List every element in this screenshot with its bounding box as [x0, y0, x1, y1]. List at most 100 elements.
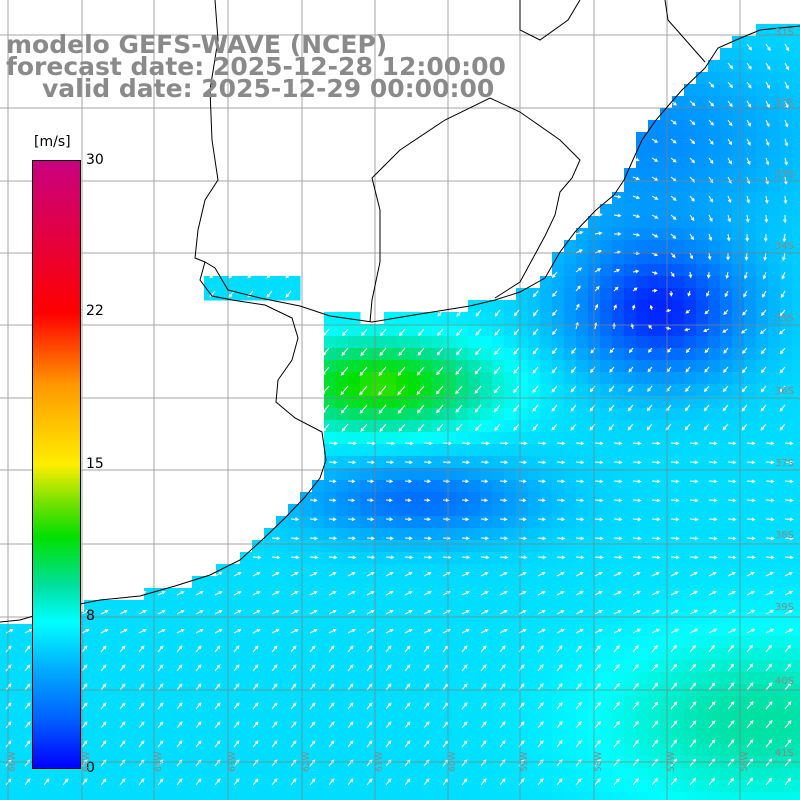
- wind-cell: [528, 432, 541, 445]
- wind-cell: [300, 780, 313, 793]
- wind-cell: [732, 528, 745, 541]
- wind-cell: [408, 348, 421, 361]
- wind-cell: [672, 468, 685, 481]
- wind-cell: [528, 576, 541, 589]
- wind-arrow: [651, 157, 659, 162]
- wind-arrow: [271, 591, 280, 596]
- wind-arrow: [214, 702, 221, 710]
- wind-arrow: [708, 81, 715, 88]
- wind-cell: [672, 516, 685, 529]
- wind-cell: [468, 564, 481, 577]
- wind-cell: [228, 648, 241, 661]
- wind-cell: [708, 372, 721, 385]
- wind-arrow: [480, 702, 487, 710]
- wind-arrow: [570, 423, 577, 431]
- wind-arrow: [418, 328, 425, 337]
- wind-cell: [768, 672, 781, 685]
- wind-arrow: [575, 303, 580, 311]
- wind-cell: [276, 564, 289, 577]
- wind-arrow: [727, 720, 735, 729]
- wind-cell: [120, 708, 133, 721]
- wind-cell: [636, 624, 649, 637]
- wind-cell: [600, 492, 613, 505]
- wind-cell: [744, 204, 757, 217]
- wind-cell: [420, 336, 433, 349]
- wind-cell: [300, 708, 313, 721]
- wind-arrow: [651, 628, 661, 634]
- wind-cell: [396, 624, 409, 637]
- wind-cell: [360, 492, 373, 505]
- wind-cell: [768, 204, 781, 217]
- wind-cell: [660, 528, 673, 541]
- wind-cell: [792, 204, 800, 217]
- lon-label: 66W: [8, 751, 18, 772]
- wind-cell: [420, 636, 433, 649]
- wind-cell: [540, 540, 553, 553]
- wind-arrow: [532, 328, 539, 336]
- wind-cell: [696, 540, 709, 553]
- wind-cell: [564, 336, 577, 349]
- wind-cell: [504, 528, 517, 541]
- wind-arrow: [24, 740, 31, 748]
- wind-arrow: [423, 664, 430, 672]
- wind-cell: [528, 612, 541, 625]
- wind-cell: [756, 144, 769, 157]
- wind-cell: [708, 108, 721, 121]
- wind-cell: [624, 192, 637, 205]
- wind-cell: [264, 672, 277, 685]
- wind-cell: [84, 648, 97, 661]
- wind-cell: [780, 336, 793, 349]
- wind-cell: [528, 564, 541, 577]
- wind-cell: [684, 516, 697, 529]
- wind-arrow: [366, 740, 373, 748]
- wind-arrow: [727, 119, 733, 127]
- wind-arrow: [651, 271, 658, 275]
- wind-cell: [684, 420, 697, 433]
- wind-cell: [180, 624, 193, 637]
- wind-cell: [348, 468, 361, 481]
- wind-cell: [228, 792, 241, 800]
- wind-cell: [432, 384, 445, 397]
- wind-cell: [648, 672, 661, 685]
- lon-label: 63W: [228, 751, 238, 772]
- wind-arrow: [475, 309, 482, 317]
- wind-arrow: [309, 572, 318, 577]
- wind-cell: [132, 600, 145, 613]
- wind-cell: [468, 432, 481, 445]
- wind-cell: [312, 504, 325, 517]
- wind-cell: [516, 576, 529, 589]
- wind-cell: [408, 408, 421, 421]
- wind-cell: [336, 564, 349, 577]
- wind-arrow: [708, 100, 715, 107]
- wind-cell: [768, 792, 781, 800]
- wind-cell: [348, 612, 361, 625]
- wind-arrow: [575, 441, 585, 446]
- wind-cell: [228, 624, 241, 637]
- wind-cell: [456, 564, 469, 577]
- wind-cell: [192, 744, 205, 757]
- wind-arrow: [651, 460, 661, 465]
- wind-cell: [720, 396, 733, 409]
- wind-cell: [780, 444, 793, 457]
- wind-arrow: [480, 441, 490, 446]
- wind-cell: [432, 648, 445, 661]
- wind-cell: [756, 96, 769, 109]
- wind-arrow: [689, 758, 697, 767]
- wind-arrow: [689, 571, 698, 577]
- wind-cell: [732, 264, 745, 277]
- wind-cell: [228, 576, 241, 589]
- wind-cell: [636, 192, 649, 205]
- wind-arrow: [176, 778, 183, 786]
- wind-arrow: [670, 460, 680, 465]
- wind-cell: [648, 336, 661, 349]
- wind-cell: [516, 288, 529, 301]
- wind-arrow: [214, 664, 221, 672]
- wind-cell: [768, 120, 781, 133]
- wind-cell: [540, 372, 553, 385]
- wind-cell: [684, 588, 697, 601]
- wind-cell: [576, 564, 589, 577]
- wind-cell: [372, 792, 385, 800]
- wind-cell: [144, 672, 157, 685]
- wind-arrow: [252, 683, 259, 691]
- wind-cell: [552, 600, 565, 613]
